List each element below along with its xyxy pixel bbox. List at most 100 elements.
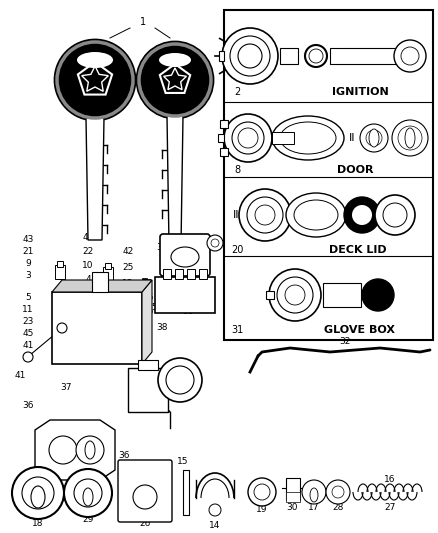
Bar — [105, 288, 111, 294]
Circle shape — [352, 205, 372, 225]
Text: 2: 2 — [234, 87, 240, 97]
Circle shape — [12, 467, 64, 519]
Text: 14: 14 — [209, 521, 221, 529]
Text: 20: 20 — [231, 245, 243, 255]
Bar — [128, 368, 168, 412]
Text: 37: 37 — [60, 384, 72, 392]
Bar — [103, 292, 113, 306]
Ellipse shape — [159, 53, 191, 67]
Polygon shape — [35, 420, 115, 480]
Circle shape — [133, 485, 157, 509]
Circle shape — [49, 436, 77, 464]
Text: 42: 42 — [122, 247, 134, 256]
Circle shape — [362, 279, 394, 311]
Circle shape — [332, 486, 344, 498]
Circle shape — [57, 42, 133, 118]
Bar — [57, 261, 63, 267]
Text: 8: 8 — [234, 165, 240, 175]
Text: 11: 11 — [22, 305, 34, 314]
Bar — [272, 132, 294, 144]
Text: 29: 29 — [82, 515, 94, 524]
Bar — [219, 51, 224, 61]
Circle shape — [360, 124, 388, 152]
Circle shape — [302, 480, 326, 504]
Text: 33: 33 — [156, 244, 168, 253]
Text: IGNITION: IGNITION — [332, 87, 389, 97]
Circle shape — [76, 436, 104, 464]
Bar — [55, 265, 65, 279]
Bar — [220, 120, 228, 128]
Circle shape — [277, 277, 313, 313]
Text: 5: 5 — [25, 294, 31, 303]
Circle shape — [238, 44, 262, 68]
Circle shape — [269, 269, 321, 321]
Text: DECK LID: DECK LID — [329, 245, 387, 255]
Text: 37: 37 — [66, 351, 78, 360]
Circle shape — [207, 235, 223, 251]
Text: 36: 36 — [118, 450, 130, 459]
Bar — [220, 148, 228, 156]
Circle shape — [22, 477, 54, 509]
Bar — [183, 470, 189, 515]
Bar — [224, 10, 433, 340]
Text: 16: 16 — [384, 475, 396, 484]
Circle shape — [326, 480, 350, 504]
Circle shape — [239, 189, 291, 241]
Ellipse shape — [83, 488, 93, 506]
Text: 18: 18 — [32, 519, 44, 528]
Text: 38: 38 — [156, 324, 168, 333]
Bar — [142, 278, 147, 294]
Circle shape — [238, 128, 258, 148]
Ellipse shape — [369, 129, 379, 147]
Bar — [345, 46, 390, 66]
Text: 24: 24 — [82, 324, 94, 333]
Text: 44: 44 — [82, 233, 94, 243]
Text: 7: 7 — [145, 279, 151, 288]
Text: 46: 46 — [142, 294, 154, 303]
Ellipse shape — [280, 122, 336, 154]
Circle shape — [366, 130, 382, 146]
Text: II: II — [233, 210, 239, 220]
Circle shape — [222, 28, 278, 84]
Circle shape — [139, 44, 211, 116]
Text: 32: 32 — [339, 337, 351, 346]
Text: 27: 27 — [384, 504, 396, 513]
Circle shape — [305, 45, 327, 67]
Text: 38: 38 — [182, 308, 194, 317]
Circle shape — [209, 504, 221, 516]
Bar — [330, 48, 398, 64]
Ellipse shape — [294, 200, 338, 230]
Bar — [92, 272, 108, 292]
Text: 21: 21 — [22, 247, 34, 256]
Text: DOOR: DOOR — [337, 165, 373, 175]
Text: II: II — [349, 133, 355, 143]
Text: 23: 23 — [22, 318, 34, 327]
Circle shape — [55, 40, 135, 120]
Ellipse shape — [272, 116, 344, 160]
Text: 13: 13 — [122, 279, 134, 288]
Text: 3: 3 — [25, 271, 31, 280]
Circle shape — [383, 203, 407, 227]
Text: 35: 35 — [142, 308, 154, 317]
Circle shape — [232, 122, 264, 154]
Bar — [187, 269, 195, 279]
Text: GLOVE BOX: GLOVE BOX — [325, 325, 396, 335]
Circle shape — [394, 40, 426, 72]
Text: 31: 31 — [231, 325, 243, 335]
Bar — [103, 267, 113, 281]
Ellipse shape — [77, 52, 113, 68]
Bar — [52, 292, 142, 364]
Text: 1: 1 — [140, 17, 146, 27]
Bar — [57, 286, 63, 292]
Circle shape — [23, 352, 33, 362]
Text: 4: 4 — [85, 276, 91, 285]
Circle shape — [398, 126, 422, 150]
Circle shape — [285, 285, 305, 305]
Bar — [55, 290, 65, 304]
Ellipse shape — [85, 441, 95, 459]
Circle shape — [248, 478, 276, 506]
Bar — [218, 134, 224, 142]
Circle shape — [64, 469, 112, 517]
Circle shape — [344, 197, 380, 233]
Circle shape — [211, 239, 219, 247]
